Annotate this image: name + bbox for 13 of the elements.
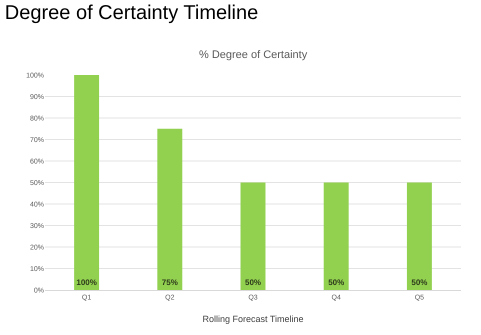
data-label: 50% [244, 278, 262, 287]
bar [74, 75, 100, 290]
chart-title: Degree of Certainty Timeline [4, 2, 258, 24]
bar [406, 182, 432, 290]
data-label: 50% [411, 278, 428, 287]
bar [324, 182, 349, 290]
x-axis-title: Rolling Forecast Timeline [202, 314, 304, 324]
data-label: 50% [328, 278, 344, 287]
bar [240, 182, 266, 290]
data-label: 75% [162, 278, 178, 287]
bar [157, 128, 182, 290]
data-label: 100% [76, 278, 97, 287]
chart-subtitle: % Degree of Certainty [199, 49, 308, 61]
